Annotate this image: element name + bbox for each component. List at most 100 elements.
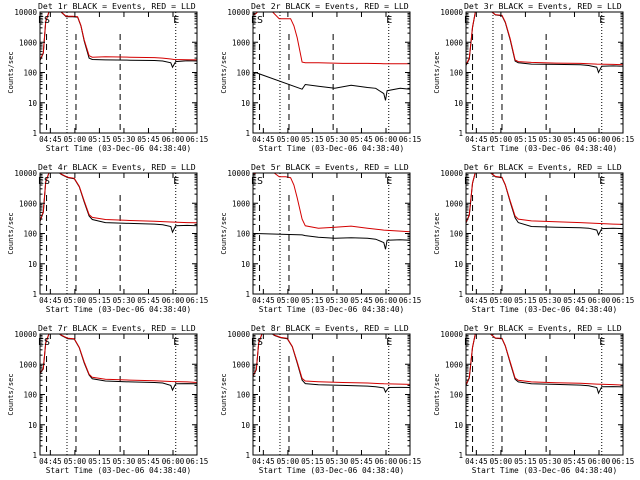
x-axis-title: Start Time (03-Dec-06 04:38:40) <box>46 305 192 314</box>
y-tick-label: 10000 <box>227 169 250 178</box>
x-tick-label: 05:00 <box>277 457 300 466</box>
detector-panel-6: Det 6r BLACK = Events, RED = LLD E E 1 10 100… <box>433 162 634 314</box>
detector-panel-3: Det 3r BLACK = Events, RED = LLD E E 1 10 100… <box>433 1 634 153</box>
marker-label-right: E <box>386 15 392 26</box>
plot-frame <box>465 11 624 134</box>
y-tick-label: 1 <box>245 290 250 299</box>
x-tick-label: 05:00 <box>490 135 513 144</box>
marker-label-right: E <box>173 176 179 187</box>
x-tick-label: 05:45 <box>563 135 586 144</box>
detector-panel-7: Det 7r BLACK = Events, RED = LLD ES E 1 10 10… <box>7 323 208 475</box>
y-axis-title: Counts/sec <box>220 212 228 254</box>
detector-panel-5: Det 5r BLACK = Events, RED = LLD ES E 1 10 10… <box>220 162 421 314</box>
y-tick-label: 1 <box>245 451 250 460</box>
plot-frame <box>252 333 411 456</box>
marker-label-right: E <box>173 15 179 26</box>
y-axis-title: Counts/sec <box>220 373 228 415</box>
series-line-red <box>253 12 410 65</box>
x-tick-label: 05:45 <box>350 457 373 466</box>
y-tick-label: 1000 <box>445 199 464 208</box>
series-line-black <box>466 334 623 395</box>
panel-title: Det 9r BLACK = Events, RED = LLD <box>464 323 622 333</box>
x-tick-label: 05:30 <box>539 135 562 144</box>
y-tick-label: 10000 <box>14 169 37 178</box>
x-axis-title: Start Time (03-Dec-06 04:38:40) <box>472 466 618 475</box>
y-tick-label: 100 <box>236 69 250 78</box>
y-tick-label: 10000 <box>440 8 463 17</box>
series-line-red <box>40 334 197 383</box>
x-tick-label: 05:00 <box>64 296 87 305</box>
panel-title: Det 8r BLACK = Events, RED = LLD <box>251 323 409 333</box>
x-tick-label: 06:15 <box>612 135 635 144</box>
x-tick-label: 05:15 <box>88 296 111 305</box>
y-tick-label: 1000 <box>19 38 38 47</box>
series-line-red <box>40 173 197 224</box>
x-tick-label: 05:00 <box>64 135 87 144</box>
y-tick-label: 1 <box>32 451 37 460</box>
x-axis-title: Start Time (03-Dec-06 04:38:40) <box>259 466 405 475</box>
y-tick-label: 10 <box>241 99 251 108</box>
x-tick-label: 06:15 <box>186 457 209 466</box>
x-tick-label: 06:00 <box>588 457 611 466</box>
series-line-red <box>253 334 410 385</box>
marker-label-right: E <box>173 337 179 348</box>
x-tick-label: 05:45 <box>137 457 160 466</box>
x-tick-label: 05:15 <box>514 296 537 305</box>
x-tick-label: 04:45 <box>252 457 275 466</box>
series-line-red <box>466 173 623 225</box>
x-tick-label: 05:45 <box>137 135 160 144</box>
panel-title: Det 3r BLACK = Events, RED = LLD <box>464 1 622 11</box>
y-tick-label: 100 <box>23 230 37 239</box>
y-tick-label: 1 <box>245 129 250 138</box>
x-tick-label: 05:30 <box>326 135 349 144</box>
y-axis-title: Counts/sec <box>433 373 441 415</box>
marker-label-left: ES <box>38 337 50 348</box>
y-tick-label: 10 <box>454 421 464 430</box>
detector-panel-1: Det 1r BLACK = Events, RED = LLD ES E 1 10 10… <box>7 1 208 153</box>
series-line-black <box>253 71 410 101</box>
x-tick-label: 05:15 <box>514 457 537 466</box>
y-tick-label: 1000 <box>232 199 251 208</box>
series-line-red <box>253 173 410 233</box>
y-tick-label: 1000 <box>19 199 38 208</box>
y-tick-label: 1 <box>458 129 463 138</box>
y-tick-label: 10000 <box>440 169 463 178</box>
y-tick-label: 10000 <box>440 330 463 339</box>
x-tick-label: 04:45 <box>39 296 62 305</box>
series-line-black <box>466 12 623 74</box>
x-axis-title: Start Time (03-Dec-06 04:38:40) <box>472 305 618 314</box>
y-tick-label: 10 <box>28 421 38 430</box>
x-tick-label: 04:45 <box>252 135 275 144</box>
x-tick-label: 06:00 <box>375 296 398 305</box>
panel-title: Det 5r BLACK = Events, RED = LLD <box>251 162 409 172</box>
marker-label-right: E <box>386 337 392 348</box>
plot-frame <box>39 172 198 295</box>
x-tick-label: 05:15 <box>88 135 111 144</box>
series-line-black <box>253 232 410 250</box>
marker-label-left: E <box>464 337 470 348</box>
y-tick-label: 1 <box>458 290 463 299</box>
x-axis-title: Start Time (03-Dec-06 04:38:40) <box>46 466 192 475</box>
x-tick-label: 05:45 <box>563 457 586 466</box>
x-tick-label: 05:30 <box>539 296 562 305</box>
y-tick-label: 10 <box>28 260 38 269</box>
series-line-black <box>40 12 197 69</box>
x-tick-label: 04:45 <box>465 135 488 144</box>
x-tick-label: 05:00 <box>490 296 513 305</box>
plot-frame <box>39 11 198 134</box>
panel-title: Det 2r BLACK = Events, RED = LLD <box>251 1 409 11</box>
y-tick-label: 10000 <box>227 8 250 17</box>
y-tick-label: 1 <box>458 451 463 460</box>
y-tick-label: 10 <box>28 99 38 108</box>
y-axis-title: Counts/sec <box>433 212 441 254</box>
y-tick-label: 1 <box>32 290 37 299</box>
x-tick-label: 06:15 <box>399 296 422 305</box>
y-tick-label: 10 <box>241 421 251 430</box>
y-axis-title: Counts/sec <box>7 212 15 254</box>
x-tick-label: 06:15 <box>612 296 635 305</box>
y-tick-label: 1 <box>32 129 37 138</box>
x-tick-label: 06:00 <box>588 296 611 305</box>
y-tick-label: 100 <box>449 69 463 78</box>
x-tick-label: 05:00 <box>277 135 300 144</box>
plot-frame <box>252 11 411 134</box>
